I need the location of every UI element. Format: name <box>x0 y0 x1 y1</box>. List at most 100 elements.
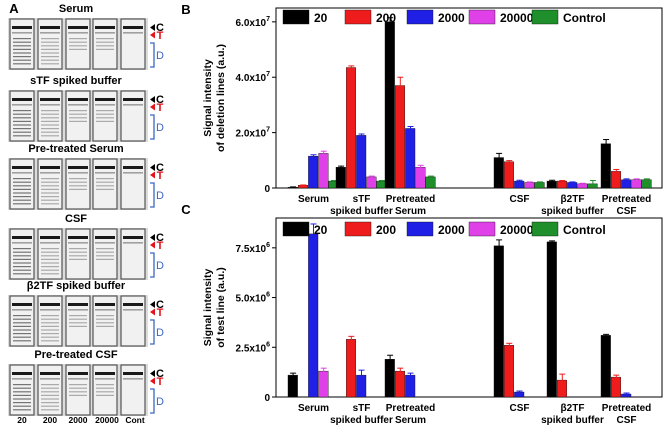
deletion-line <box>69 48 87 50</box>
test-line <box>123 309 143 311</box>
deletion-line <box>69 248 87 250</box>
deletion-bracket <box>150 42 155 68</box>
y-axis-label: Signal intensity of deletion lines (a.u.) <box>202 44 227 152</box>
legend-swatch <box>282 221 310 237</box>
control-line <box>12 303 32 306</box>
test-arrow-icon <box>150 308 155 316</box>
test-line <box>40 378 60 380</box>
test-line <box>68 32 88 34</box>
deletion-line <box>69 255 87 257</box>
deletion-line <box>13 409 31 411</box>
deletion-line <box>96 120 114 122</box>
deletion-line <box>13 52 31 54</box>
deletion-line <box>13 248 31 250</box>
x-category-label: Pretreated <box>386 194 435 205</box>
x-category-label: Serum <box>298 403 329 414</box>
control-line <box>95 166 115 169</box>
x-category-label: Pretreated <box>386 403 435 414</box>
x-category-label: β2TF <box>561 194 585 205</box>
test-line <box>68 104 88 106</box>
legend-label: Control <box>563 11 606 25</box>
strip-group-title: sTF spiked buffer <box>30 75 122 87</box>
bar <box>567 182 578 189</box>
deletion-line <box>96 387 114 389</box>
bar <box>621 179 632 189</box>
test-marker-label: T <box>157 376 164 388</box>
panel-a-label: A <box>9 1 19 16</box>
deletion-marker-label: D <box>156 260 164 272</box>
deletion-line <box>69 181 87 183</box>
bar <box>534 182 545 189</box>
control-line <box>68 236 88 239</box>
deletion-line <box>13 131 31 133</box>
deletion-line <box>69 45 87 47</box>
x-category-label: Pretreated <box>602 403 651 414</box>
control-arrow-icon <box>150 24 155 31</box>
bar <box>631 179 642 189</box>
bar <box>318 370 329 398</box>
legend-swatch <box>344 9 372 25</box>
legend-swatch <box>344 221 372 237</box>
x-category-label: β2TF <box>561 403 585 414</box>
x-category-label: Serum <box>395 415 426 426</box>
control-line <box>40 236 60 239</box>
deletion-line <box>41 384 59 386</box>
deletion-marker-label: D <box>156 50 164 62</box>
bar <box>405 128 416 189</box>
deletion-line <box>41 333 59 335</box>
bar <box>415 167 426 189</box>
deletion-line <box>69 391 87 393</box>
deletion-line <box>41 59 59 61</box>
deletion-marker-label: D <box>156 396 164 408</box>
deletion-line <box>13 394 31 396</box>
y-tick-label: 4.0x107 <box>236 71 271 84</box>
chart-panel-c: C 0 2.5x106 5.0x106 7.5x106 Signal intensity o… <box>181 202 663 426</box>
control-line <box>95 98 115 101</box>
bar <box>318 153 329 189</box>
bar-group: CSF <box>493 239 530 414</box>
deletion-bracket <box>150 252 155 278</box>
deletion-line <box>41 262 59 264</box>
x-category-label: CSF <box>510 194 530 205</box>
control-marker-label: C <box>156 299 164 311</box>
deletion-line <box>41 199 59 201</box>
deletion-line <box>96 38 114 40</box>
deletion-line <box>69 325 87 327</box>
deletion-line <box>69 178 87 180</box>
test-line <box>12 32 32 34</box>
deletion-line <box>13 185 31 187</box>
deletion-line <box>13 196 31 198</box>
lane-label: 20000 <box>95 415 119 425</box>
deletion-line <box>96 110 114 112</box>
test-marker-label: T <box>157 240 164 252</box>
deletion-line <box>13 203 31 205</box>
bar <box>287 374 298 398</box>
plot-frame <box>275 217 663 398</box>
deletion-line <box>96 248 114 250</box>
legend-label: 20000 <box>500 223 534 237</box>
deletion-line <box>69 258 87 260</box>
control-line <box>40 303 60 306</box>
test-line <box>95 172 115 174</box>
deletion-line <box>13 391 31 393</box>
legend-swatch <box>468 221 496 237</box>
control-arrow-icon <box>150 370 155 377</box>
control-line <box>95 236 115 239</box>
deletion-line <box>69 113 87 115</box>
deletion-line <box>96 325 114 327</box>
legend-label: 2000 <box>438 11 465 25</box>
control-line <box>68 26 88 29</box>
test-line <box>40 32 60 34</box>
deletion-line <box>96 255 114 257</box>
control-arrow-icon <box>150 234 155 241</box>
deletion-line <box>41 178 59 180</box>
test-line <box>123 32 143 34</box>
deletion-line <box>13 135 31 137</box>
deletion-line <box>13 192 31 194</box>
deletion-line <box>13 48 31 50</box>
test-arrow-icon <box>150 103 155 111</box>
